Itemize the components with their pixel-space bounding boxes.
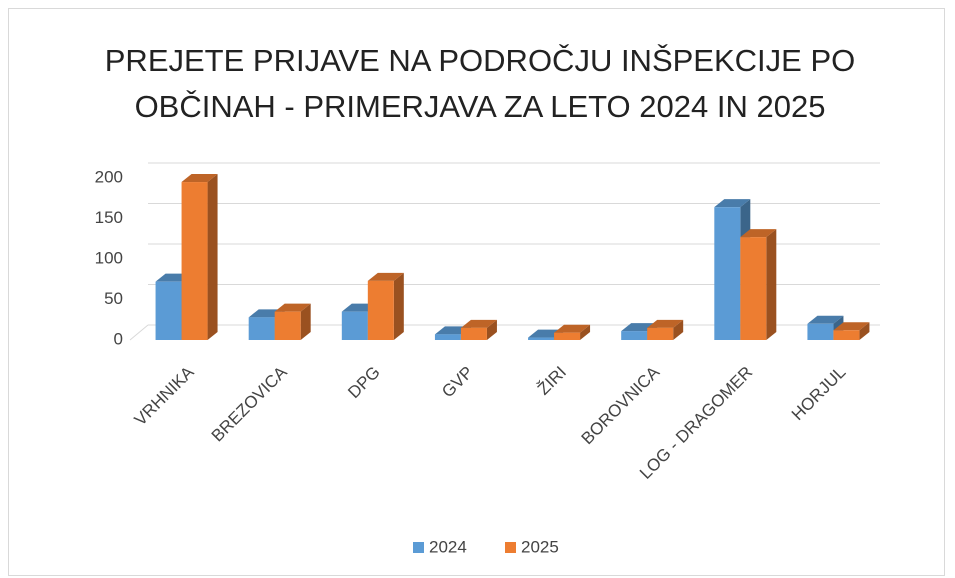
bar-front (434, 334, 461, 340)
bar-side (300, 303, 311, 340)
bar (554, 324, 591, 340)
bar-side (673, 319, 684, 340)
bar-side (207, 174, 218, 340)
x-tick-label: DPG (344, 363, 383, 402)
x-tick-label: GVP (438, 363, 477, 402)
bar-side (766, 229, 777, 340)
bar (460, 319, 497, 340)
x-tick-label: VRHNIKA (131, 362, 198, 429)
bar-front (274, 311, 301, 340)
bar-side (859, 322, 870, 340)
legend-swatch (505, 542, 516, 553)
bar-front (647, 327, 674, 340)
floor-edge (129, 324, 149, 341)
bar-front (341, 311, 368, 340)
bar-front (367, 280, 394, 340)
bar-top (807, 315, 844, 324)
bar-front (833, 330, 860, 340)
bar-front (621, 331, 648, 340)
y-tick-label: 100 (95, 248, 123, 267)
bar-side (580, 324, 591, 340)
x-tick-label: BREZOVICA (208, 362, 291, 445)
bar-top (740, 229, 777, 238)
bar-front (740, 237, 767, 340)
bar (647, 319, 684, 340)
y-tick-label: 0 (114, 329, 123, 348)
x-tick-label: ŽIRI (534, 363, 570, 399)
bar-top (647, 319, 684, 328)
bar-front (528, 337, 555, 340)
legend-label: 2024 (429, 537, 467, 556)
x-tick-label: BOROVNICA (578, 362, 664, 448)
bar (181, 174, 218, 340)
legend-swatch (413, 542, 424, 553)
bar-side (486, 319, 497, 340)
bar-side (393, 272, 404, 340)
bar-front (554, 332, 581, 340)
bar-front (460, 327, 487, 340)
x-tick-label: HORJUL (788, 363, 850, 425)
bar-top (833, 322, 870, 331)
y-tick-label: 150 (95, 208, 123, 227)
y-tick-label: 200 (95, 167, 123, 186)
y-tick-label: 50 (104, 289, 123, 308)
bar (740, 229, 777, 340)
bar (367, 272, 404, 340)
bar-front (248, 317, 275, 340)
bar-top (274, 303, 311, 312)
bar-top (460, 319, 497, 328)
bar (833, 322, 870, 340)
bar (274, 303, 311, 340)
bar-front (807, 323, 834, 340)
bar-front (155, 281, 182, 340)
chart-frame (8, 8, 945, 576)
bar-top (554, 324, 591, 333)
bar-front (181, 182, 208, 340)
bar-top (714, 199, 751, 208)
chart-title: PREJETE PRIJAVE NA PODROČJU INŠPEKCIJE P… (104, 43, 856, 124)
bar-top (181, 174, 218, 183)
bar-top (367, 272, 404, 281)
bar-front (714, 207, 741, 340)
legend-label: 2025 (521, 537, 559, 556)
